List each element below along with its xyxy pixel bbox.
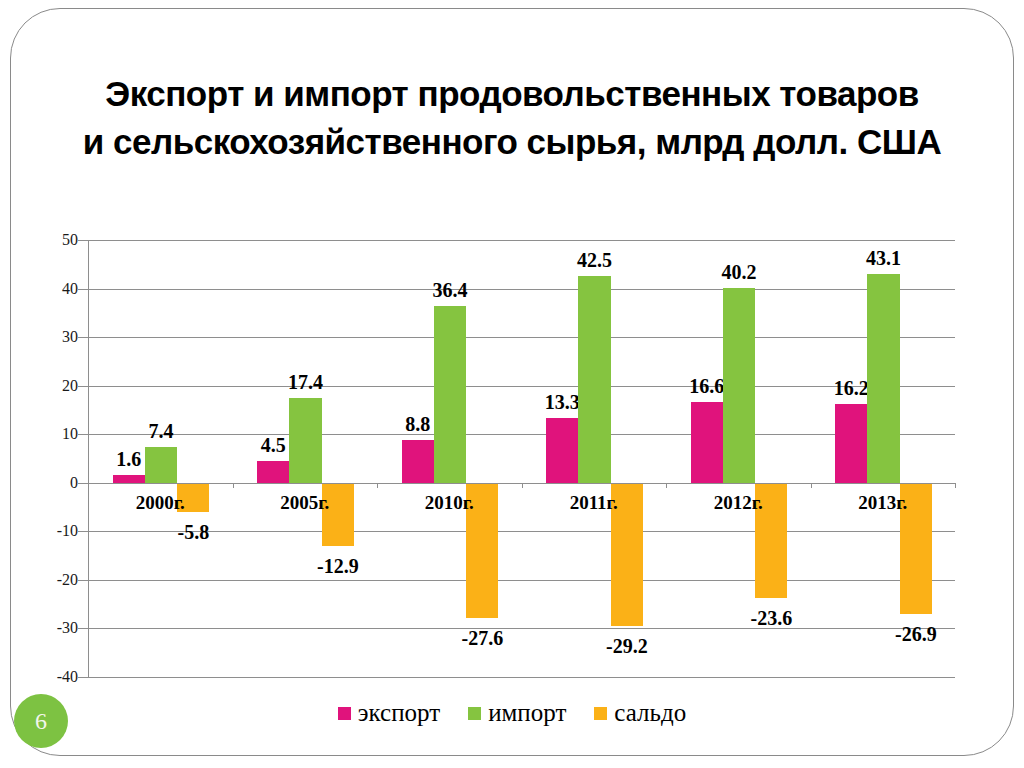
- gridline-40: [88, 289, 955, 290]
- category-tick: [955, 483, 956, 488]
- slide-title: Экспорт и импорт продовольственных товар…: [0, 70, 1024, 166]
- bar-экспорт-2005г.: [257, 461, 289, 483]
- y-axis-tick: [78, 483, 88, 484]
- category-tick: [88, 483, 89, 488]
- y-axis-tick: [78, 434, 88, 435]
- category-label: 2013г.: [811, 492, 955, 513]
- y-axis-label: -40: [38, 669, 78, 685]
- category-tick: [811, 483, 812, 488]
- legend-swatch-экспорт: [338, 707, 351, 720]
- y-axis-tick: [78, 240, 88, 241]
- category-tick: [377, 483, 378, 488]
- y-axis-tick: [78, 677, 88, 678]
- legend-swatch-сальдо: [594, 707, 607, 720]
- category-label: 2005г.: [233, 492, 377, 513]
- y-axis-label: 0: [38, 475, 78, 491]
- y-axis-label: 10: [38, 426, 78, 442]
- gridline--20: [88, 580, 955, 581]
- data-label-сальдо-2005г.: -12.9: [293, 555, 383, 577]
- data-label-импорт-2012г.: 40.2: [694, 261, 784, 283]
- bar-экспорт-2013г.: [835, 404, 867, 483]
- y-axis-label: -20: [38, 572, 78, 588]
- chart-legend: экспорт импорт сальдо: [0, 699, 1024, 727]
- gridline-10: [88, 434, 955, 435]
- page-number-badge: 6: [14, 694, 68, 748]
- legend-label-импорт: импорт: [488, 699, 566, 727]
- legend-item-сальдо: сальдо: [594, 699, 686, 727]
- y-axis-label: 50: [38, 232, 78, 248]
- category-label: 2011г.: [522, 492, 666, 513]
- category-label: 2012г.: [666, 492, 810, 513]
- bar-импорт-2000г.: [145, 447, 177, 483]
- data-label-импорт-2010г.: 36.4: [405, 279, 495, 301]
- y-axis-label: 20: [38, 378, 78, 394]
- category-tick: [233, 483, 234, 488]
- legend-label-сальдо: сальдо: [614, 699, 686, 727]
- legend-item-импорт: импорт: [468, 699, 566, 727]
- legend-item-экспорт: экспорт: [338, 699, 440, 727]
- y-axis-label: -30: [38, 620, 78, 636]
- y-axis-tick: [78, 580, 88, 581]
- y-axis-tick: [78, 628, 88, 629]
- data-label-сальдо-2000г.: -5.8: [148, 521, 238, 543]
- bar-экспорт-2011г.: [546, 418, 578, 483]
- data-label-импорт-2013г.: 43.1: [839, 247, 929, 269]
- data-label-сальдо-2010г.: -27.6: [437, 627, 527, 649]
- y-axis-label: 40: [38, 281, 78, 297]
- gridline-50: [88, 240, 955, 241]
- legend-label-экспорт: экспорт: [358, 699, 440, 727]
- y-axis-label: -10: [38, 523, 78, 539]
- y-axis-tick: [78, 531, 88, 532]
- gridline-30: [88, 337, 955, 338]
- bar-импорт-2005г.: [289, 398, 321, 482]
- bar-импорт-2011г.: [578, 276, 610, 482]
- category-tick: [522, 483, 523, 488]
- slide-title-line2: и сельскохозяйственного сырья, млрд долл…: [0, 118, 1024, 166]
- data-label-сальдо-2011г.: -29.2: [582, 635, 672, 657]
- bar-импорт-2012г.: [723, 288, 755, 483]
- data-label-импорт-2011г.: 42.5: [550, 249, 640, 271]
- bar-chart: 50403020100-10-20-30-401.64.58.813.316.6…: [88, 240, 955, 677]
- data-label-сальдо-2012г.: -23.6: [726, 607, 816, 629]
- y-axis-tick: [78, 337, 88, 338]
- data-label-импорт-2005г.: 17.4: [261, 371, 351, 393]
- slide-title-line1: Экспорт и импорт продовольственных товар…: [0, 70, 1024, 118]
- category-label: 2010г.: [377, 492, 521, 513]
- y-axis-tick: [78, 289, 88, 290]
- bar-импорт-2010г.: [434, 306, 466, 483]
- data-label-сальдо-2013г.: -26.9: [871, 623, 961, 645]
- bar-экспорт-2010г.: [402, 440, 434, 483]
- bar-экспорт-2012г.: [691, 402, 723, 483]
- y-axis-label: 30: [38, 329, 78, 345]
- page-number: 6: [35, 708, 47, 735]
- category-tick: [666, 483, 667, 488]
- gridline--40: [88, 677, 955, 678]
- legend-swatch-импорт: [468, 707, 481, 720]
- bar-экспорт-2000г.: [113, 475, 145, 483]
- y-axis-tick: [78, 386, 88, 387]
- data-label-импорт-2000г.: 7.4: [116, 420, 206, 442]
- category-label: 2000г.: [88, 492, 232, 513]
- bar-импорт-2013г.: [867, 274, 899, 483]
